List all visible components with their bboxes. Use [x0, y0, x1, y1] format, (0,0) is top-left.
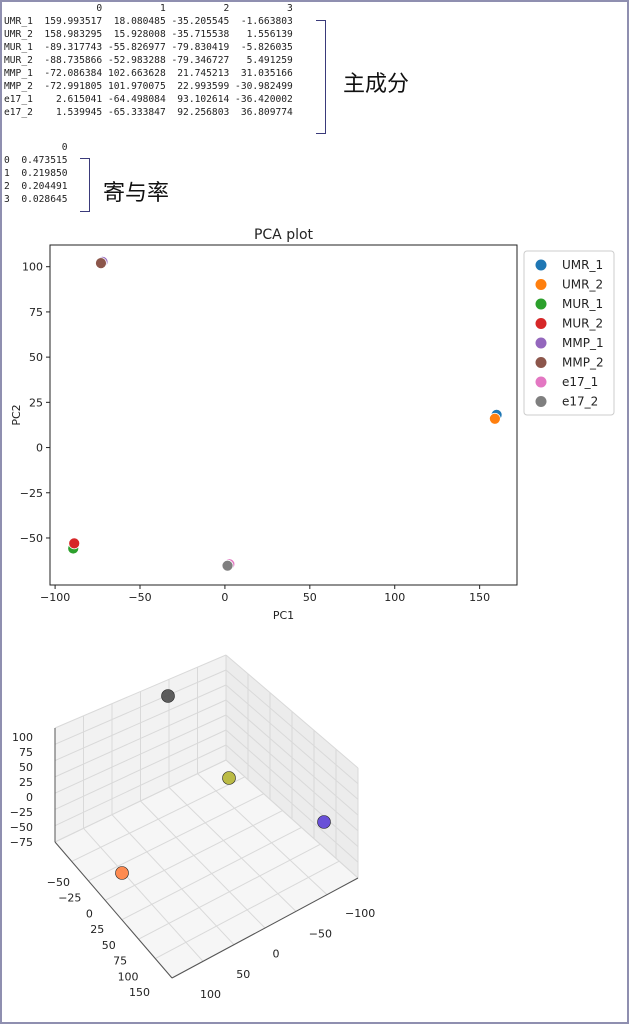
- point-mmp-2: [95, 257, 107, 270]
- components-table: 0 1 2 3 UMR_1 159.993517 18.080485 -35.2…: [4, 3, 293, 118]
- x-tick-label: 150: [469, 591, 490, 604]
- y-tick-label: −50: [20, 532, 43, 545]
- legend-label: MUR_2: [562, 317, 603, 331]
- components-annotation: 主成分: [343, 72, 410, 97]
- legend-marker: [535, 279, 547, 290]
- components-bracket: [316, 20, 326, 134]
- right-axis-tick-label: −100: [345, 907, 375, 920]
- floor-gridline: [83, 827, 204, 962]
- y-tick-label: 0: [36, 442, 43, 455]
- legend-marker: [535, 376, 547, 388]
- legend-label: e17_1: [562, 375, 598, 389]
- pca-scatter-chart: PCA plot −100 −50 0 50 100 150 100 75 50 25 0 −25 −50…: [10, 227, 615, 622]
- legend-marker: [535, 396, 547, 407]
- z-tick-label: 100: [12, 731, 33, 744]
- legend-label: UMR_2: [562, 278, 603, 292]
- x-tick-label: −50: [128, 591, 151, 604]
- left-axis-tick-label: 25: [90, 923, 104, 936]
- z-tick-label: −75: [10, 836, 33, 849]
- y-tick-label: 100: [22, 261, 43, 274]
- left-axis-tick-label: 75: [113, 955, 127, 968]
- legend-label: MUR_1: [562, 297, 603, 311]
- x-tick-label: 0: [221, 591, 228, 604]
- z-tick-label: 50: [19, 761, 33, 774]
- left-axis-tick-label: −25: [58, 892, 81, 905]
- point-umr-2: [488, 412, 501, 425]
- left-axis-tick-label: 100: [118, 970, 139, 983]
- y-axis-label: PC2: [10, 404, 23, 425]
- variance-bracket: [80, 158, 90, 212]
- y-tick-label: −25: [20, 487, 43, 500]
- left-axis-tick-label: −50: [47, 876, 70, 889]
- right-axis-tick-label: −50: [309, 927, 332, 940]
- legend-label: UMR_1: [562, 258, 603, 272]
- plot-frame: [49, 244, 518, 586]
- legend-label: MMP_2: [562, 356, 604, 370]
- left-axis-tick-label: 0: [86, 907, 93, 920]
- point-3d-olive: [222, 771, 236, 785]
- legend-marker: [535, 298, 547, 310]
- pca-3d-scatter-chart: 100 75 50 25 0 −25 −50 −75 −50 −25 0 25 50 75 100 150 −1…: [10, 654, 375, 1001]
- z-tick-label: 75: [19, 746, 33, 759]
- left-axis-tick-label: 150: [129, 986, 150, 999]
- point-e17-2: [221, 559, 234, 572]
- legend-marker: [535, 337, 547, 349]
- left-axis-line: [54, 841, 173, 979]
- legend-label: MMP_1: [562, 336, 604, 350]
- right-axis-tick-label: 50: [236, 968, 250, 981]
- z-tick-label: 25: [19, 776, 33, 789]
- point-3d-purple: [317, 815, 331, 829]
- legend-marker: [535, 357, 547, 368]
- legend-box: [523, 250, 615, 416]
- variance-table: 0 0 0.473515 1 0.219850 2 0.204491 3 0.0…: [4, 142, 68, 205]
- left-axis-tick-label: 50: [102, 939, 116, 952]
- x-tick-label: 100: [384, 591, 405, 604]
- right-axis-line: [171, 877, 359, 979]
- point-3d-dark-grey: [161, 689, 175, 703]
- floor-gridline: [111, 814, 235, 946]
- y-tick-label: 50: [29, 351, 43, 364]
- floor-gridline: [140, 800, 266, 929]
- point-3d-orange: [115, 866, 129, 880]
- right-axis-tick-label: 100: [200, 988, 221, 1001]
- z-tick-label: −50: [10, 821, 33, 834]
- y-tick-label: 25: [29, 396, 43, 409]
- chart-title: PCA plot: [254, 227, 314, 243]
- floor-gridline: [225, 759, 359, 879]
- legend-marker: [535, 259, 547, 271]
- y-tick-label: 75: [29, 306, 43, 319]
- point-mur-2: [68, 537, 81, 550]
- legend-marker: [535, 318, 547, 329]
- floor-gridline: [168, 786, 297, 912]
- x-tick-label: 50: [303, 591, 317, 604]
- x-axis-label: PC1: [273, 609, 294, 622]
- x-tick-label: −100: [40, 591, 70, 604]
- z-tick-label: −25: [10, 806, 33, 819]
- legend-label: e17_2: [562, 395, 598, 409]
- z-tick-label: 0: [26, 791, 33, 804]
- right-axis-tick-label: 0: [273, 948, 280, 961]
- floor-gridline: [197, 773, 328, 896]
- variance-annotation: 寄与率: [103, 181, 170, 206]
